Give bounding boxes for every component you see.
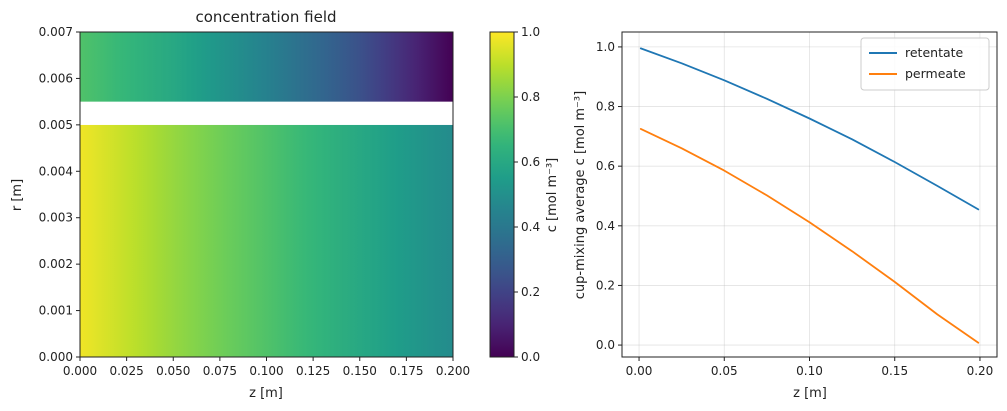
heatmap-x-tick-label: 0.075 [203, 364, 237, 378]
heatmap-y-tick-label: 0.002 [39, 257, 73, 271]
line-x-tick-label: 0.00 [626, 364, 653, 378]
colorbar-label: c [mol m⁻³] [545, 158, 560, 233]
colorbar-frame [489, 31, 515, 358]
heatmap-x-tick-label: 0.200 [436, 364, 470, 378]
heatmap-y-tick-label: 0.004 [39, 164, 73, 178]
heatmap-x-tick-label: 0.150 [343, 364, 377, 378]
heatmap-x-tick-label: 0.000 [63, 364, 97, 378]
line-y-ticks: 0.0 0.2 0.4 0.6 0.8 1.0 [596, 40, 622, 352]
legend-label: permeate [905, 66, 966, 81]
line-x-tick-label: 0.20 [967, 364, 994, 378]
line-y-tick-label: 0.6 [596, 159, 615, 173]
colorbar-tick-label: 0.0 [521, 350, 540, 364]
heatmap-y-tick-label: 0.006 [39, 71, 73, 85]
line-y-tick-label: 0.8 [596, 100, 615, 114]
colorbar-tick-label: 1.0 [521, 25, 540, 39]
line-x-tick-label: 0.10 [796, 364, 823, 378]
heatmap-x-tick-label: 0.050 [156, 364, 190, 378]
heatmap-xlabel: z [m] [249, 386, 283, 401]
heatmap-gap [80, 101, 453, 125]
heatmap-region-upper [80, 32, 453, 102]
line-x-ticks: 0.00 0.05 0.10 0.15 0.20 [626, 357, 994, 378]
heatmap-panel: concentration field 0.000 0.025 0.050 0.075… [10, 8, 470, 401]
heatmap-x-tick-label: 0.175 [389, 364, 423, 378]
line-y-tick-label: 0.2 [596, 278, 615, 292]
series-line-permeate [639, 127, 980, 344]
legend: retentate permeate [860, 37, 990, 91]
line-x-tick-label: 0.05 [711, 364, 738, 378]
series-line-retentate [639, 47, 980, 211]
colorbar-tick-label: 0.2 [521, 285, 540, 299]
line-xlabel: z [m] [793, 386, 827, 401]
colorbar: 0.0 0.2 0.4 0.6 0.8 1.0 c [mol m⁻³] [489, 25, 560, 364]
line-panel: 0.00 0.05 0.10 0.15 0.20 0.00.20.40.60.81.0 … [573, 31, 998, 401]
legend-box [860, 37, 990, 91]
colorbar-gradient [490, 32, 514, 357]
heatmap-ylabel: r [m] [10, 179, 25, 211]
colorbar-ticks: 0.0 0.2 0.4 0.6 0.8 1.0 [514, 25, 540, 364]
line-x-tick-label: 0.15 [881, 364, 908, 378]
heatmap-title: concentration field [195, 8, 336, 26]
heatmap-y-tick-label: 0.005 [39, 118, 73, 132]
line-series [639, 47, 980, 344]
heatmap-x-tick-label: 0.125 [296, 364, 330, 378]
heatmap-y-tick-label: 0.001 [39, 304, 73, 318]
heatmap-x-tick-label: 0.100 [249, 364, 283, 378]
line-y-tick-label: 0.4 [596, 219, 615, 233]
heatmap-y-tick-label: 0.000 [39, 350, 73, 364]
heatmap-x-tick-label: 0.025 [109, 364, 143, 378]
colorbar-tick-label: 0.4 [521, 220, 540, 234]
colorbar-tick-label: 0.8 [521, 90, 540, 104]
line-y-tick-label: 1.0 [596, 40, 615, 54]
line-ylabel: cup-mixing average c [mol m⁻³] [573, 91, 588, 299]
heatmap-y-tick-label: 0.007 [39, 25, 73, 39]
colorbar-tick-label: 0.6 [521, 155, 540, 169]
heatmap-x-ticks: 0.000 0.025 0.050 0.075 0.100 0.125 0.150 0.175… [63, 357, 470, 378]
line-y-tick-label: 0.0 [596, 338, 615, 352]
heatmap-region-lower [80, 124, 453, 357]
heatmap-y-ticks: 0.000 0.001 0.002 0.003 0.004 0.005 0.006 0.007 [39, 25, 80, 364]
heatmap-y-tick-label: 0.003 [39, 211, 73, 225]
heatmap-regions [80, 32, 453, 357]
legend-label: retentate [905, 45, 964, 60]
